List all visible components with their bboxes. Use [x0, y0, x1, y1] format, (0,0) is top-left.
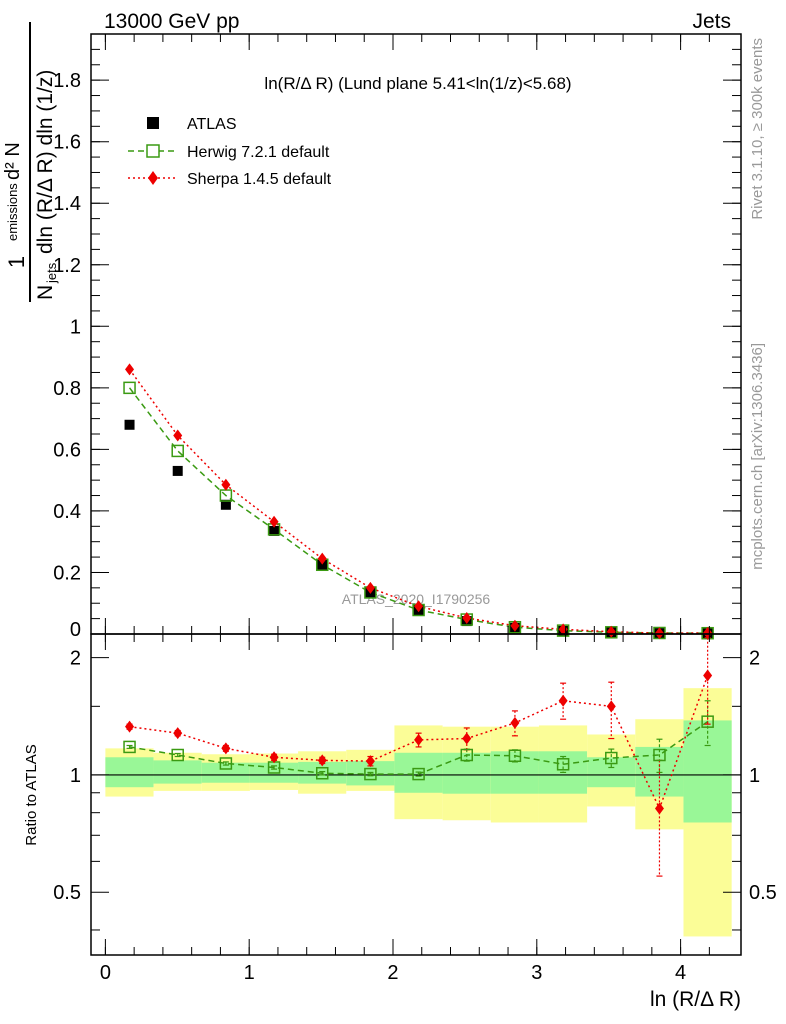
band-green [201, 762, 250, 783]
main-ytick-label-zero: 0 [70, 619, 81, 641]
ratio-herwig-point [171, 748, 184, 762]
main-ytick-label: 1.6 [53, 132, 81, 154]
ratio-ytick-label: 2 [70, 648, 81, 670]
ratio-herwig-point [701, 715, 714, 728]
ratio-sherpa-point [269, 751, 279, 764]
ratio-sherpa-point [606, 700, 616, 713]
sherpa-point [317, 552, 327, 565]
ratio-sherpa-point [462, 732, 472, 745]
sherpa-point [462, 612, 472, 624]
main-plot: ln(R/Δ R) (Lund plane 5.41<ln(1/z)<5.68)… [53, 33, 742, 641]
main-ytick-label: 1 [70, 316, 81, 338]
main-ytick-label: 1.8 [53, 70, 81, 92]
sherpa-point [703, 626, 713, 639]
ratio-sherpa-point [365, 755, 375, 768]
ratio-xtick-label: 3 [531, 962, 542, 984]
x-axis-label: ln (R/Δ R) [650, 988, 741, 1011]
ylabel-one: 1 [4, 256, 29, 268]
header-right: Jets [692, 10, 731, 33]
legend-atlas-marker [147, 117, 159, 129]
sherpa-point [173, 429, 183, 442]
ratio-herwig-point [508, 749, 522, 763]
ratio-herwig-point [556, 758, 570, 771]
main-ytick-label: 0.8 [53, 378, 81, 400]
legend-atlas-label: ATLAS [187, 116, 237, 133]
herwig-point [219, 489, 233, 502]
legend: ATLAS Herwig 7.2.1 default Sherpa 1.4.5 … [128, 116, 332, 188]
main-ytick-label: 0.6 [53, 439, 81, 461]
herwig-point [171, 444, 184, 458]
sherpa-point [510, 619, 520, 632]
ratio-plot: 0.5 0.5 1 1 2 2 0 1 2 3 4 [53, 633, 777, 984]
band-green [442, 752, 491, 794]
ratio-sherpa-point [510, 716, 520, 729]
ratio-sherpa-point [414, 733, 424, 746]
ratio-herwig-point [412, 767, 425, 781]
sherpa-point [654, 627, 664, 640]
ratio-herwig-point [219, 757, 233, 770]
ratio-sherpa-point [221, 742, 231, 755]
atlas-point [172, 465, 183, 476]
legend-herwig-marker [146, 144, 160, 158]
mcplots-label: mcplots.cern.ch [arXiv:1306.3436] [749, 343, 766, 570]
main-y-label: 1 d² N emissions N jets dln (R/Δ R) dln … [2, 22, 59, 302]
ratio-sherpa-point [558, 694, 568, 707]
band-green [683, 720, 732, 823]
ratio-xtick-label: 2 [387, 962, 398, 984]
ratio-herwig-point [364, 767, 377, 781]
ylabel-denominator-n: N [34, 285, 57, 300]
band-green [587, 757, 636, 788]
ratio-sherpa-point [173, 727, 183, 740]
legend-sherpa-label: Sherpa 1.4.5 default [187, 171, 332, 188]
ratio-xtick-label: 1 [244, 962, 255, 984]
band-green [153, 760, 202, 784]
main-ytick-label: 1.4 [53, 193, 81, 215]
sherpa-point [125, 363, 135, 376]
sherpa-point [365, 581, 375, 594]
rivet-label: Rivet 3.1.10, ≥ 300k events [749, 38, 766, 220]
header-left: 13000 GeV pp [104, 10, 239, 33]
ratio-herwig-point [653, 748, 666, 762]
ylabel-denominator: dln (R/Δ R) dln (1/z) [34, 70, 57, 254]
ratio-sherpa-point [125, 720, 135, 733]
ratio-ytick-label: 1 [70, 765, 81, 787]
atlas-point [269, 525, 280, 536]
main-ytick-label: 0.2 [53, 562, 81, 584]
sherpa-point [269, 515, 279, 528]
ratio-sherpa-point [703, 669, 713, 682]
atlas-point [220, 499, 231, 510]
ratio-ytick-label-right: 0.5 [749, 882, 777, 904]
band-green [490, 751, 539, 794]
ratio-herwig-point [460, 748, 474, 762]
ratio-ytick-label-right: 1 [749, 765, 760, 787]
ratio-xtick-label: 4 [675, 962, 686, 984]
main-ytick-label: 1.2 [53, 255, 81, 277]
ratio-herwig-point [605, 751, 618, 765]
ratio-xtick-label: 0 [100, 962, 111, 984]
ratio-sherpa-point [317, 754, 327, 767]
legend-herwig-label: Herwig 7.2.1 default [187, 144, 330, 161]
atlas-point [317, 559, 328, 570]
atlas-point [124, 419, 135, 430]
ratio-y-label: Ratio to ATLAS [23, 744, 40, 845]
ratio-ytick-label-right: 2 [749, 648, 760, 670]
ylabel-numerator: d² N [2, 142, 24, 180]
ylabel-numerator-sub: emissions [5, 183, 20, 241]
sherpa-point [414, 600, 424, 613]
sherpa-point [221, 478, 231, 491]
herwig-point [123, 381, 136, 395]
legend-sherpa-marker [148, 171, 158, 185]
band-green [105, 757, 154, 788]
ratio-sherpa-point [654, 802, 664, 815]
ratio-ytick-label: 0.5 [53, 882, 81, 904]
main-title: ln(R/Δ R) (Lund plane 5.41<ln(1/z)<5.68) [264, 74, 571, 93]
ratio-herwig-point [315, 766, 329, 780]
ratio-frame [90, 633, 742, 956]
ylabel-denominator-sub: jets [44, 262, 59, 284]
main-ytick-label: 0.4 [53, 501, 81, 523]
watermark: ATLAS_2020_I1790256 [342, 591, 491, 607]
ratio-herwig-point [123, 740, 136, 754]
